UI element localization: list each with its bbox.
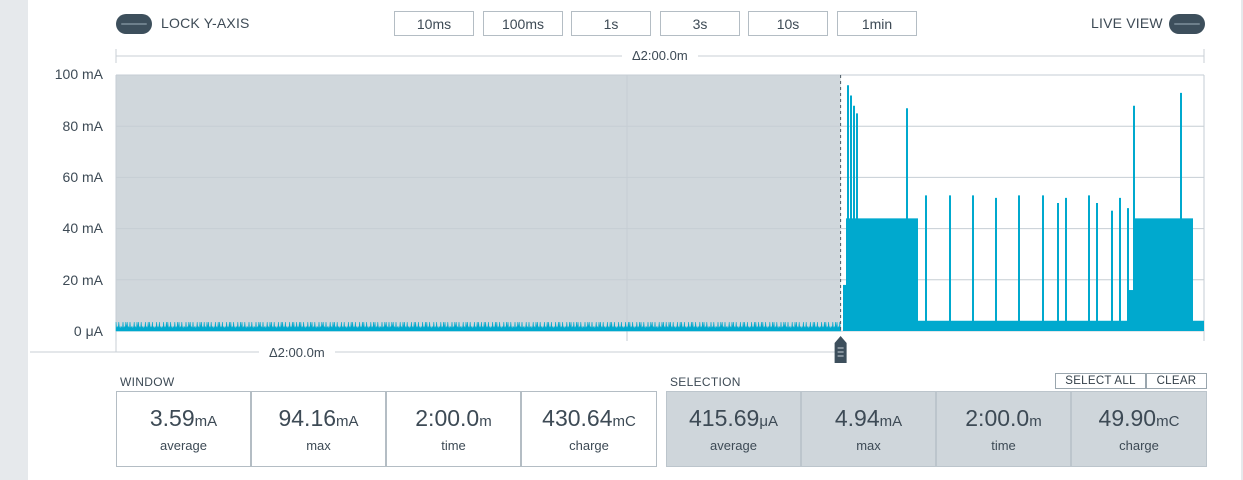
window-charge-caption: charge xyxy=(569,438,609,453)
selection-average-unit: μA xyxy=(759,413,778,430)
selection-max-box: 4.94mA max xyxy=(801,391,936,467)
time-button-1s[interactable]: 1s xyxy=(571,11,651,36)
window-time-box: 2:00.0m time xyxy=(386,391,521,467)
selection-section-label: SELECTION xyxy=(670,375,741,389)
time-button-10ms[interactable]: 10ms xyxy=(394,11,474,36)
selection-charge-value: 49.90 xyxy=(1098,405,1157,431)
burst-edge-trace xyxy=(1128,290,1134,331)
selection-charge-unit: mC xyxy=(1156,413,1180,430)
window-average-unit: mA xyxy=(194,413,218,430)
active-baseline-trace xyxy=(843,320,1204,331)
window-charge-unit: mC xyxy=(612,413,636,430)
y-tick-20ma: 20 mA xyxy=(62,272,103,288)
window-charge-box: 430.64mC charge xyxy=(521,391,657,467)
y-tick-40ma: 40 mA xyxy=(62,220,103,236)
window-duration-label: Δ2:00.0m xyxy=(622,48,698,63)
lock-y-axis-label: LOCK Y-AXIS xyxy=(161,15,250,31)
y-tick-60ma: 60 mA xyxy=(62,169,103,185)
selection-max-caption: max xyxy=(856,438,881,453)
window-average-value: 3.59 xyxy=(149,405,195,431)
lock-y-axis-toggle[interactable] xyxy=(116,14,152,34)
y-tick-0ua: 0 μA xyxy=(73,323,103,339)
selection-average-value: 415.69 xyxy=(688,405,760,431)
window-time-value: 2:00.0 xyxy=(415,405,480,431)
selection-charge-caption: charge xyxy=(1119,438,1159,453)
y-tick-80ma: 80 mA xyxy=(62,118,103,134)
window-section-label: WINDOW xyxy=(120,375,175,389)
time-button-100ms[interactable]: 100ms xyxy=(483,11,563,36)
window-max-value: 94.16 xyxy=(278,405,337,431)
window-average-box: 3.59mA average xyxy=(116,391,251,467)
window-max-caption: max xyxy=(306,438,331,453)
y-tick-100ma: 100 mA xyxy=(54,66,103,82)
selection-region xyxy=(116,75,841,331)
selection-average-box: 415.69μA average xyxy=(666,391,801,467)
selection-time-box: 2:00.0m time xyxy=(936,391,1071,467)
time-button-3s[interactable]: 3s xyxy=(660,11,740,36)
selection-max-value: 4.94 xyxy=(834,405,880,431)
burst-plateau-trace xyxy=(1133,218,1193,331)
window-max-unit: mA xyxy=(336,413,359,430)
selection-duration-label: Δ2:00.0m xyxy=(259,345,335,360)
idle-current-trace xyxy=(115,321,841,332)
clear-button[interactable]: CLEAR xyxy=(1146,373,1207,389)
window-charge-value: 430.64 xyxy=(542,405,613,431)
window-time-caption: time xyxy=(441,438,466,453)
burst-edge-trace xyxy=(843,284,848,331)
select-all-button[interactable]: SELECT ALL xyxy=(1055,373,1146,389)
time-button-1min[interactable]: 1min xyxy=(837,11,917,36)
live-view-toggle[interactable] xyxy=(1169,14,1205,34)
selection-time-caption: time xyxy=(991,438,1016,453)
selection-time-unit: m xyxy=(1029,413,1042,430)
window-average-caption: average xyxy=(160,438,207,453)
selection-handle-icon xyxy=(834,336,847,363)
selection-charge-box: 49.90mC charge xyxy=(1071,391,1207,467)
live-view-label: LIVE VIEW xyxy=(1091,15,1163,31)
selection-time-value: 2:00.0 xyxy=(965,405,1030,431)
window-max-box: 94.16mA max xyxy=(251,391,386,467)
time-button-10s[interactable]: 10s xyxy=(748,11,828,36)
selection-max-unit: mA xyxy=(879,413,903,430)
window-time-unit: m xyxy=(479,413,492,430)
selection-average-caption: average xyxy=(710,438,757,453)
